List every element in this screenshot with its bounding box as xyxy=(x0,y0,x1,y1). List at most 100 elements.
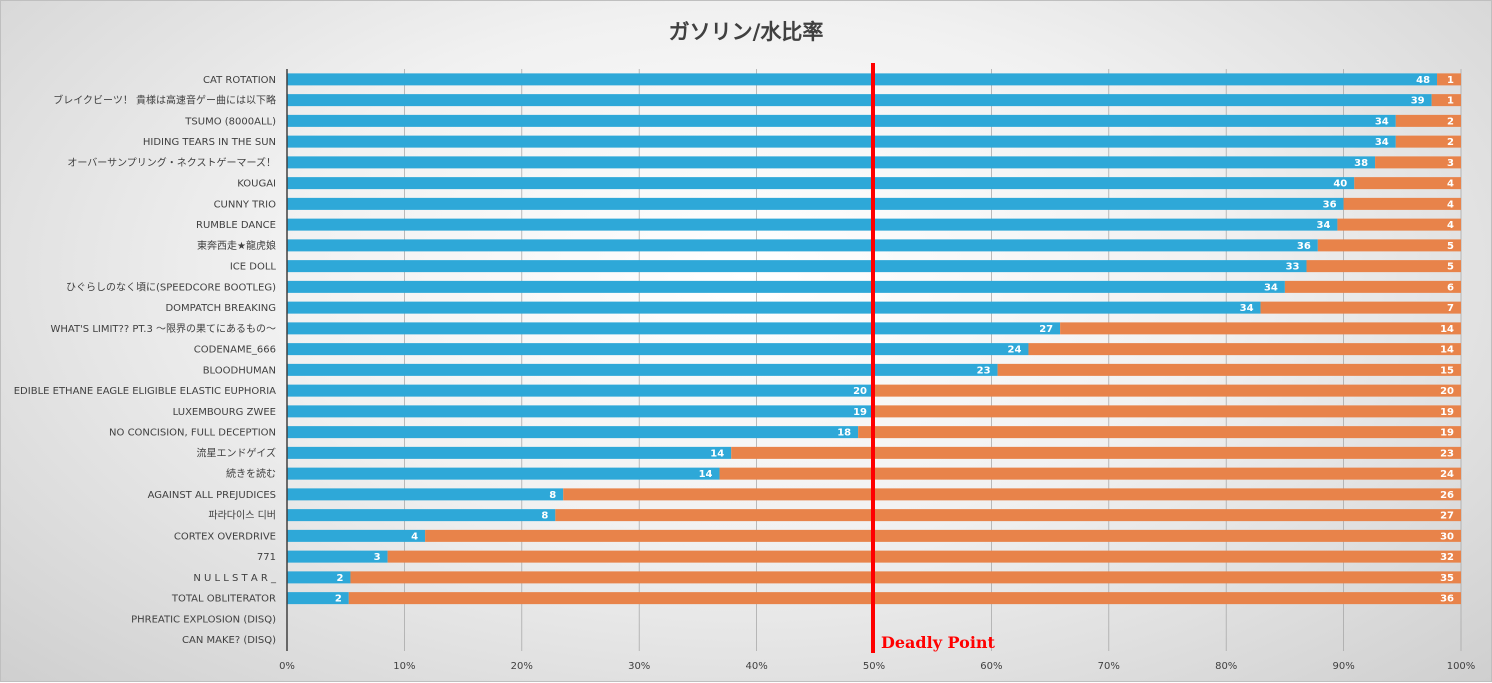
bar-series-2 xyxy=(1354,177,1461,190)
data-label-series-1: 2 xyxy=(336,573,343,584)
data-label-series-1: 48 xyxy=(1416,75,1430,86)
category-label: 東奔西走★龍虎娘 xyxy=(197,239,276,252)
data-label-series-2: 3 xyxy=(1447,158,1454,169)
data-label-series-1: 23 xyxy=(977,365,991,376)
data-label-series-1: 3 xyxy=(374,552,381,563)
data-label-series-1: 34 xyxy=(1316,220,1330,231)
bar-series-2 xyxy=(350,571,1461,584)
category-label: オーバーサンプリング・ネクストゲーマーズ！ xyxy=(67,156,276,169)
bar-series-2 xyxy=(1375,156,1461,169)
bar-series-1 xyxy=(287,73,1438,86)
bar-series-2 xyxy=(348,592,1462,605)
category-label: CUNNY TRIO xyxy=(214,199,277,210)
category-label: PHREATIC EXPLOSION (DISQ) xyxy=(131,614,276,625)
category-label: LUXEMBOURG ZWEE xyxy=(173,407,276,418)
data-label-series-1: 39 xyxy=(1411,96,1425,107)
bar-series-2 xyxy=(1337,218,1461,231)
category-label: 流星エンドゲイズ xyxy=(197,446,277,459)
category-label: NO CONCISION, FULL DECEPTION xyxy=(109,428,276,439)
category-label: HIDING TEARS IN THE SUN xyxy=(143,137,276,148)
data-label-series-2: 4 xyxy=(1447,199,1454,210)
x-tick-label: 50% xyxy=(863,661,885,672)
x-tick-label: 30% xyxy=(628,661,650,672)
bar-series-2 xyxy=(563,488,1461,501)
bar-series-1 xyxy=(287,467,720,480)
x-tick-label: 80% xyxy=(1215,661,1237,672)
data-label-series-1: 2 xyxy=(335,594,342,605)
bar-series-2 xyxy=(1284,280,1461,293)
x-tick-label: 100% xyxy=(1447,661,1476,672)
data-label-series-2: 27 xyxy=(1440,511,1454,522)
bar-series-2 xyxy=(719,467,1461,480)
category-label: N U L L S T A R _ xyxy=(193,573,277,584)
bar-series-2 xyxy=(731,446,1461,459)
bar-series-1 xyxy=(287,405,874,418)
data-label-series-1: 34 xyxy=(1375,137,1389,148)
bar-series-1 xyxy=(287,94,1432,107)
bar-series-2 xyxy=(387,550,1462,563)
bar-series-2 xyxy=(1437,73,1461,86)
data-label-series-1: 34 xyxy=(1240,303,1254,314)
bar-series-1 xyxy=(287,218,1338,231)
bar-series-2 xyxy=(1343,197,1461,210)
bar-series-1 xyxy=(287,363,998,376)
category-label: TOTAL OBLITERATOR xyxy=(171,594,276,605)
data-label-series-1: 24 xyxy=(1008,345,1022,356)
x-tick-label: 40% xyxy=(745,661,767,672)
gridlines xyxy=(404,69,1462,651)
category-labels: CAT ROTATION ブレイクビーツ！ 貴様は高速音ゲー曲には以下略 TSUMO… xyxy=(14,75,277,646)
bar-series-1 xyxy=(287,260,1307,273)
data-label-series-1: 18 xyxy=(837,428,851,439)
data-label-series-2: 4 xyxy=(1447,179,1454,190)
bar-series-1 xyxy=(287,156,1376,169)
data-label-series-1: 38 xyxy=(1354,158,1368,169)
data-label-series-2: 4 xyxy=(1447,220,1454,231)
data-label-series-2: 2 xyxy=(1447,116,1454,127)
data-label-series-2: 7 xyxy=(1447,303,1454,314)
data-label-series-1: 33 xyxy=(1286,262,1300,273)
x-tick-label: 20% xyxy=(511,661,533,672)
x-tick-label: 90% xyxy=(1332,661,1354,672)
data-label-series-1: 4 xyxy=(411,531,418,542)
x-tick-label: 10% xyxy=(393,661,415,672)
data-label-series-2: 5 xyxy=(1447,262,1454,273)
bar-series-1 xyxy=(287,509,556,522)
bar-series-1 xyxy=(287,343,1029,356)
bar-series-1 xyxy=(287,426,859,439)
data-label-series-2: 35 xyxy=(1440,573,1454,584)
category-label: 파라다이스 디버 xyxy=(208,510,276,522)
data-label-series-2: 6 xyxy=(1447,282,1454,293)
category-label: BLOODHUMAN xyxy=(203,365,276,376)
data-label-series-2: 5 xyxy=(1447,241,1454,252)
data-label-series-2: 14 xyxy=(1440,345,1454,356)
data-label-series-1: 8 xyxy=(541,511,548,522)
bar-series-1 xyxy=(287,197,1344,210)
data-label-series-2: 26 xyxy=(1440,490,1454,501)
category-label: CODENAME_666 xyxy=(194,345,276,356)
category-label: WHAT'S LIMIT?? PT.3 〜限界の果てにあるもの〜 xyxy=(50,323,276,335)
bar-series-2 xyxy=(1060,322,1461,335)
bar-series-2 xyxy=(1306,260,1461,273)
data-label-series-2: 36 xyxy=(1440,594,1454,605)
category-label: DOMPATCH BREAKING xyxy=(165,303,276,314)
data-label-series-2: 30 xyxy=(1440,531,1454,542)
category-label: CORTEX OVERDRIVE xyxy=(174,531,276,542)
bar-series-2 xyxy=(1260,301,1461,314)
category-label: 続きを読む xyxy=(226,467,276,480)
bar-series-2 xyxy=(1028,343,1461,356)
bar-series-2 xyxy=(555,509,1461,522)
x-tick-label: 60% xyxy=(980,661,1002,672)
bar-series-2 xyxy=(425,529,1461,542)
bar-series-1 xyxy=(287,529,426,542)
data-label-series-1: 14 xyxy=(699,469,713,480)
data-label-series-2: 14 xyxy=(1440,324,1454,335)
bar-series-1 xyxy=(287,114,1396,127)
bar-series-2 xyxy=(1431,94,1461,107)
data-label-series-2: 15 xyxy=(1440,365,1454,376)
x-tick-label: 70% xyxy=(1098,661,1120,672)
bar-series-1 xyxy=(287,571,351,584)
data-label-series-1: 20 xyxy=(853,386,867,397)
bar-series-1 xyxy=(287,177,1355,190)
